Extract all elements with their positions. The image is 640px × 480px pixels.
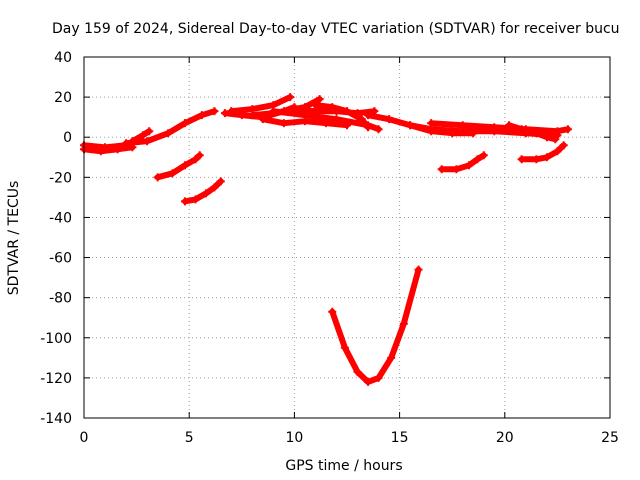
y-tick-label: -100 (40, 331, 72, 347)
y-tick-label: -20 (49, 170, 72, 186)
data-point-marker (437, 165, 446, 174)
data-point-marker (128, 137, 137, 146)
data-point-marker (145, 127, 154, 136)
y-tick-label: 40 (54, 50, 72, 66)
data-point-marker (551, 135, 560, 144)
data-point-marker (197, 111, 206, 120)
grid-lines (84, 57, 610, 418)
data-series (80, 93, 572, 386)
series-arc-9 (249, 96, 323, 119)
data-point-marker (364, 111, 373, 120)
data-point-marker (427, 119, 436, 128)
x-tick-label: 25 (601, 430, 619, 446)
y-axis-label: SDTVAR / TECUs (6, 181, 22, 296)
data-point-marker (210, 183, 219, 192)
data-point-marker (553, 147, 562, 156)
data-point-marker (286, 93, 295, 102)
data-point-marker (465, 161, 474, 170)
data-point-marker (505, 121, 514, 130)
x-axis-label: GPS time / hours (285, 458, 402, 474)
data-point-marker (180, 197, 189, 206)
data-point-marker (479, 151, 488, 160)
data-point-marker (258, 115, 267, 124)
x-tick-label: 20 (496, 430, 514, 446)
data-point-marker (210, 107, 219, 116)
x-tick-label: 0 (80, 430, 89, 446)
x-tick-label: 15 (391, 430, 409, 446)
x-tick-label: 10 (285, 430, 303, 446)
data-point-marker (279, 119, 288, 128)
data-point-marker (332, 115, 341, 124)
data-point-marker (340, 343, 349, 352)
data-point-marker (343, 107, 351, 116)
y-tick-label: 20 (54, 90, 72, 106)
data-point-marker (357, 115, 366, 124)
data-point-marker (553, 127, 562, 136)
data-point-marker (374, 373, 383, 382)
data-point-marker (364, 377, 373, 386)
data-point-marker (353, 367, 362, 376)
data-point-marker (143, 137, 152, 146)
data-point-marker (542, 133, 551, 142)
data-point-marker (387, 353, 396, 362)
y-tick-label: -120 (40, 371, 72, 387)
data-point-marker (490, 123, 499, 132)
data-point-marker (220, 109, 229, 118)
data-point-marker (406, 121, 415, 130)
data-point-marker (164, 129, 173, 138)
data-point-marker (311, 101, 320, 110)
data-point-marker (180, 119, 189, 128)
data-point-marker (138, 131, 147, 140)
data-point-marker (448, 129, 457, 138)
data-point-marker (191, 195, 200, 204)
chart-title: Day 159 of 2024, Sidereal Day-to-day VTE… (52, 21, 620, 37)
data-point-marker (374, 125, 383, 134)
data-point-marker (563, 125, 572, 134)
data-point-marker (542, 153, 551, 162)
data-point-marker (458, 121, 467, 130)
data-point-marker (269, 107, 278, 116)
y-tick-label: -140 (40, 411, 72, 427)
y-tick-label: -40 (49, 210, 72, 226)
data-point-marker (195, 151, 204, 160)
data-point-marker (517, 155, 526, 164)
data-point-marker (153, 173, 162, 182)
data-point-marker (452, 165, 461, 174)
y-tick-label: -60 (49, 251, 72, 267)
data-point-marker (122, 139, 131, 148)
data-point-marker (180, 161, 189, 170)
y-tick-label: -80 (49, 291, 72, 307)
series-arc-8 (228, 94, 294, 115)
y-tick-label: 0 (63, 130, 72, 146)
data-point-marker (473, 155, 482, 164)
plot-frame (83, 56, 611, 419)
data-point-marker (469, 129, 478, 138)
data-point-marker (202, 189, 211, 198)
data-point-marker (517, 125, 526, 134)
data-point-marker (315, 95, 324, 104)
series-arc-14 (329, 266, 422, 385)
data-point-marker (101, 143, 110, 152)
x-tick-label: 5 (185, 430, 194, 446)
data-point-marker (191, 155, 200, 164)
data-point-marker (559, 141, 568, 150)
data-point-marker (290, 105, 299, 114)
data-point-marker (248, 111, 257, 120)
data-point-marker (414, 265, 423, 274)
data-point-marker (364, 123, 373, 132)
data-point-marker (328, 103, 337, 112)
data-point-marker (427, 127, 436, 136)
series-arc-16 (407, 122, 477, 137)
data-point-marker (385, 115, 394, 124)
data-point-marker (328, 307, 337, 316)
data-point-marker (227, 107, 236, 116)
data-point-marker (532, 155, 541, 164)
data-point-marker (216, 177, 225, 186)
tick-labels: 0 5 10 15 20 25 -140 -120 -100 -80 -60 -40 -20 0 20 40 (40, 50, 619, 446)
data-point-marker (532, 129, 541, 138)
data-point-marker (399, 319, 408, 328)
data-point-marker (168, 169, 177, 178)
